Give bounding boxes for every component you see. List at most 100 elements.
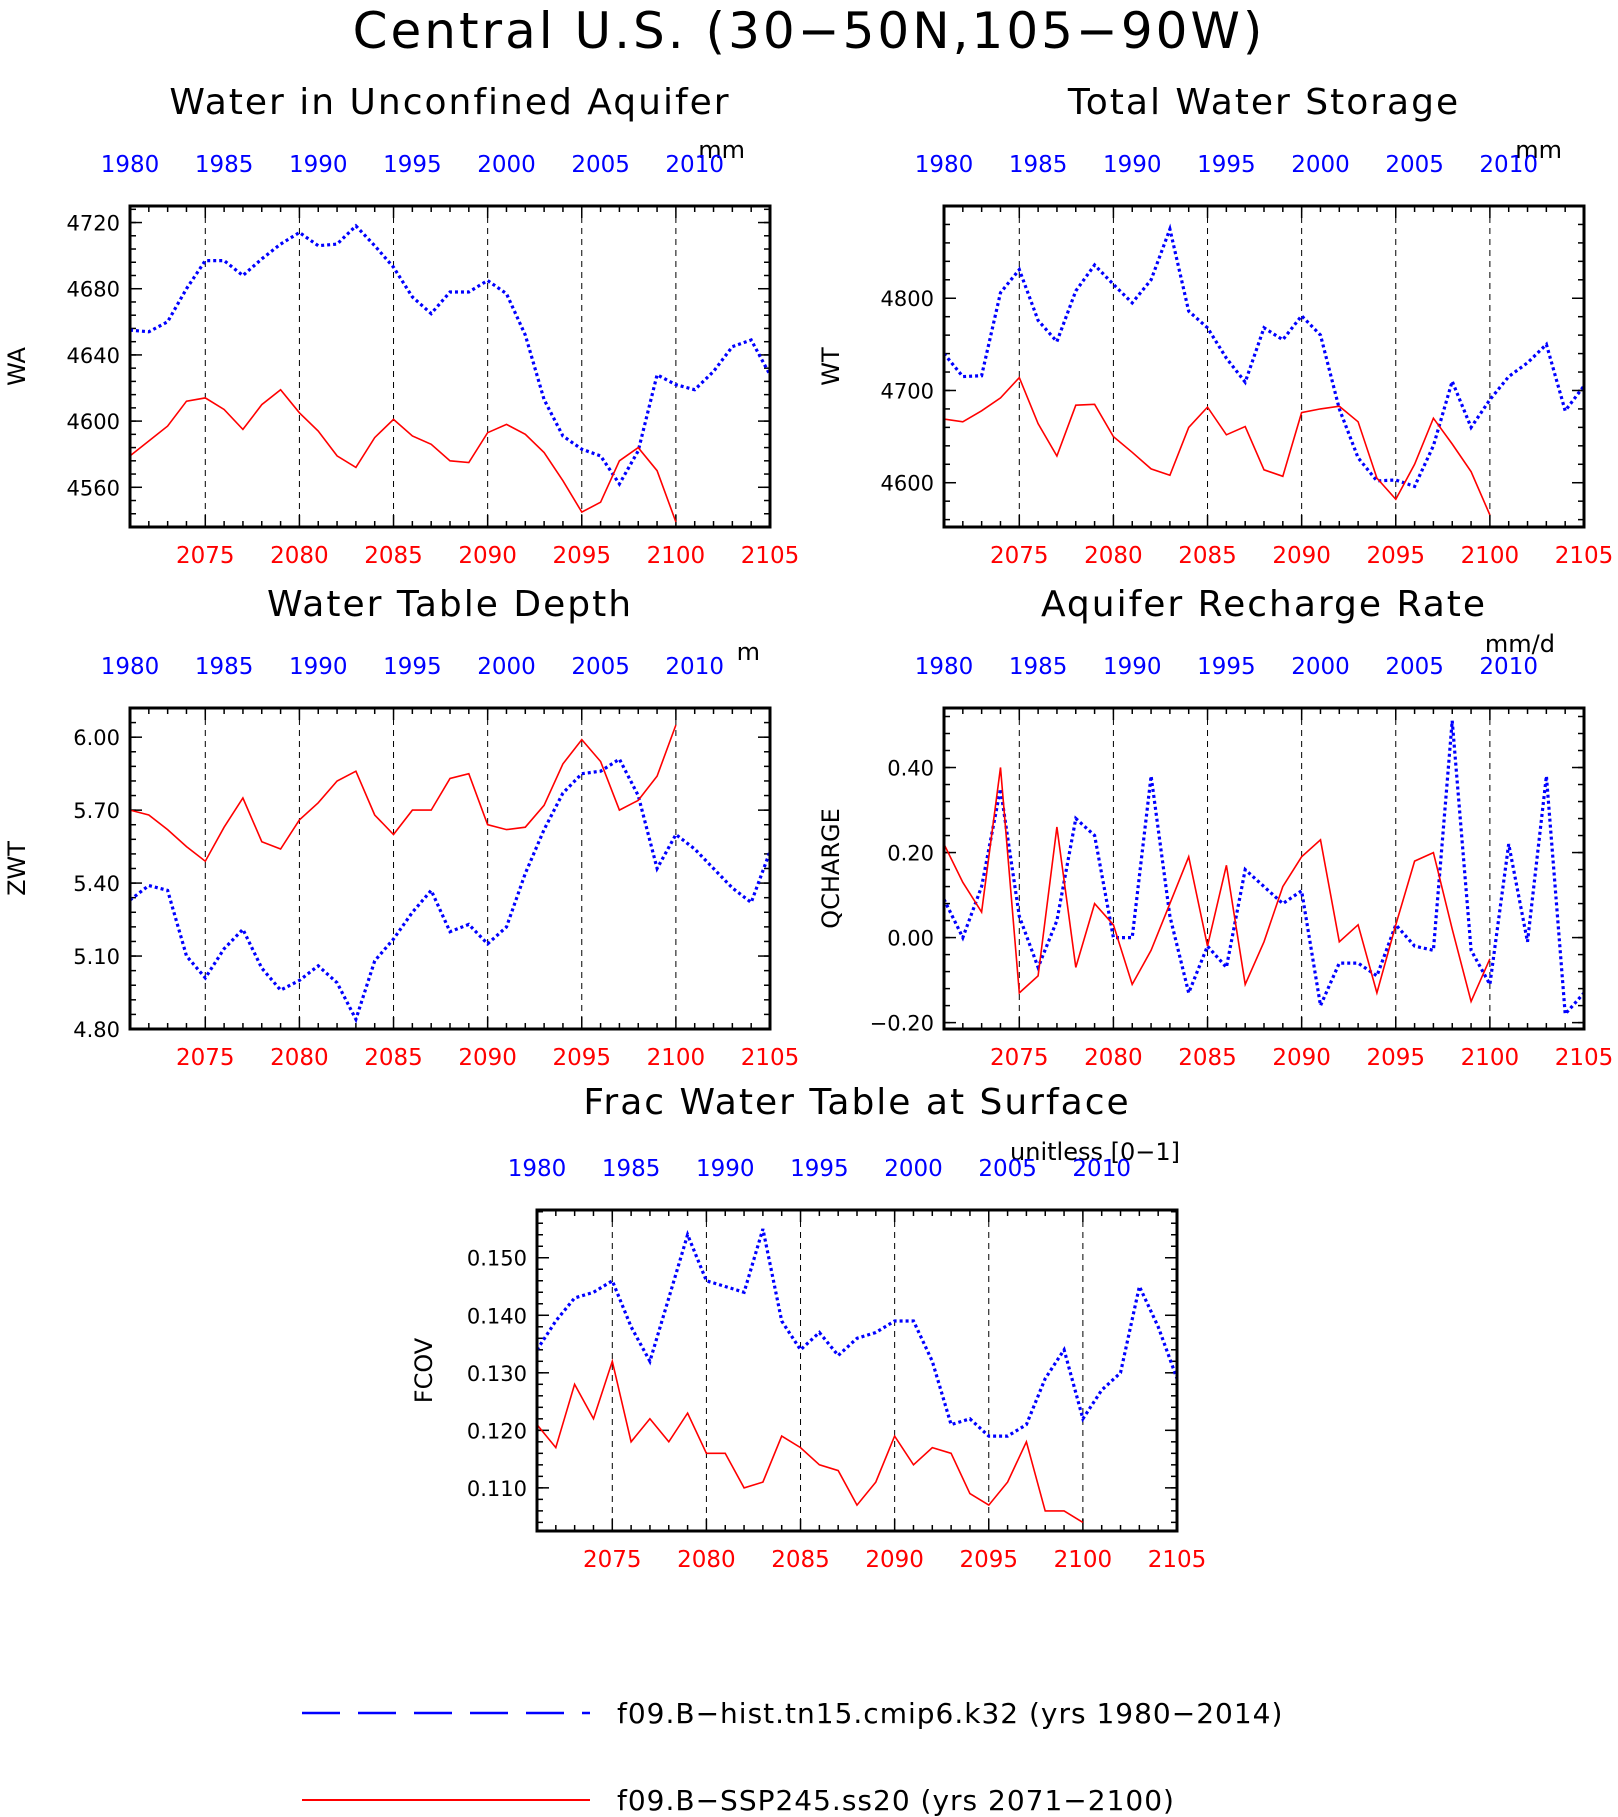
x-tick-label-bottom: 2105 bbox=[741, 1045, 800, 1071]
series-line-hist bbox=[944, 223, 1584, 489]
x-tick-label-bottom: 2100 bbox=[647, 1045, 706, 1071]
panel-units: m bbox=[737, 638, 760, 666]
series-line-ssp bbox=[944, 767, 1491, 1004]
x-tick-label-top: 1980 bbox=[915, 152, 974, 178]
x-tick-label-bottom: 2100 bbox=[1054, 1547, 1113, 1573]
x-tick-label-bottom: 2080 bbox=[270, 543, 329, 569]
x-tick-label-bottom: 2075 bbox=[176, 1045, 235, 1071]
x-tick-label-bottom: 2105 bbox=[1148, 1547, 1207, 1573]
x-tick-label-bottom: 2090 bbox=[458, 543, 517, 569]
x-tick-label-bottom: 2090 bbox=[1272, 1045, 1331, 1071]
x-tick-label-bottom: 2085 bbox=[364, 1045, 423, 1071]
x-tick-label-top: 2000 bbox=[884, 1156, 943, 1182]
panel-title: Water Table Depth bbox=[267, 584, 633, 625]
plot-frame bbox=[535, 1208, 1179, 1533]
x-tick-label-bottom: 2105 bbox=[1555, 543, 1614, 569]
x-tick-label-top: 1980 bbox=[915, 654, 974, 680]
x-tick-label-top: 2000 bbox=[477, 152, 536, 178]
y-axis-label: QCHARGE bbox=[817, 808, 845, 929]
y-axis-label: ZWT bbox=[3, 841, 31, 896]
panel-units: mm/d bbox=[1485, 630, 1555, 658]
x-tick-label-top: 2000 bbox=[1291, 654, 1350, 680]
panel-title: Water in Unconfined Aquifer bbox=[169, 82, 730, 123]
x-tick-label-top: 1990 bbox=[696, 1156, 755, 1182]
x-tick-label-top: 1995 bbox=[383, 152, 442, 178]
x-tick-label-bottom: 2085 bbox=[364, 543, 423, 569]
x-tick-label-top: 1985 bbox=[1009, 152, 1068, 178]
x-tick-label-top: 1995 bbox=[1197, 654, 1256, 680]
x-tick-label-top: 2005 bbox=[571, 152, 630, 178]
x-tick-label-top: 1980 bbox=[508, 1156, 567, 1182]
x-tick-label-top: 1990 bbox=[1103, 152, 1162, 178]
x-tick-label-top: 1990 bbox=[289, 152, 348, 178]
plot-frame bbox=[128, 706, 772, 1031]
plot-frame bbox=[942, 204, 1586, 529]
series-line-ssp bbox=[537, 1358, 1084, 1524]
y-tick-label: 0.00 bbox=[887, 927, 934, 951]
legend-label-2: f09.B−SSP245.ss20 (yrs 2071−2100) bbox=[617, 1784, 1175, 1817]
series-line-hist bbox=[944, 720, 1584, 1018]
plot-frame bbox=[942, 706, 1586, 1031]
x-tick-label-bottom: 2105 bbox=[741, 543, 800, 569]
legend: f09.B−hist.tn15.cmip6.k32 (yrs 1980−2014… bbox=[302, 1697, 1283, 1817]
y-tick-label: 4600 bbox=[67, 410, 120, 434]
x-tick-label-bottom: 2085 bbox=[1178, 1045, 1237, 1071]
chart-panel-5: Frac Water Table at Surface unitless [0−1… bbox=[410, 1082, 1206, 1573]
x-tick-label-top: 2010 bbox=[665, 152, 724, 178]
x-tick-label-bottom: 2105 bbox=[1555, 1045, 1614, 1071]
x-tick-label-top: 1985 bbox=[195, 654, 254, 680]
x-tick-label-bottom: 2080 bbox=[270, 1045, 329, 1071]
x-tick-label-top: 2010 bbox=[665, 654, 724, 680]
x-tick-label-top: 2005 bbox=[1385, 654, 1444, 680]
series-line-ssp bbox=[944, 376, 1491, 516]
x-tick-label-bottom: 2080 bbox=[1084, 543, 1143, 569]
x-tick-label-bottom: 2100 bbox=[647, 543, 706, 569]
panel-units: mm bbox=[1515, 136, 1562, 164]
y-tick-label: 0.110 bbox=[467, 1477, 527, 1501]
y-axis-label: WT bbox=[817, 347, 845, 386]
y-tick-label: 4700 bbox=[881, 379, 934, 403]
x-tick-label-top: 1985 bbox=[1009, 654, 1068, 680]
series-line-ssp bbox=[130, 388, 677, 523]
y-axis-label: WA bbox=[3, 347, 31, 386]
legend-label-1: f09.B−hist.tn15.cmip6.k32 (yrs 1980−2014… bbox=[617, 1697, 1283, 1730]
plot-frame bbox=[128, 204, 772, 529]
y-tick-label: 0.130 bbox=[467, 1362, 527, 1386]
y-tick-label: 0.120 bbox=[467, 1419, 527, 1443]
x-tick-label-top: 1985 bbox=[602, 1156, 661, 1182]
y-tick-label: 4560 bbox=[67, 476, 120, 500]
x-tick-label-bottom: 2095 bbox=[552, 1045, 611, 1071]
x-tick-label-bottom: 2095 bbox=[552, 543, 611, 569]
x-tick-label-bottom: 2075 bbox=[583, 1547, 642, 1573]
x-tick-label-top: 1990 bbox=[289, 654, 348, 680]
x-tick-label-top: 2005 bbox=[571, 654, 630, 680]
main-title: Central U.S. (30−50N,105−90W) bbox=[352, 2, 1266, 60]
x-tick-label-top: 1995 bbox=[1197, 152, 1256, 178]
panel-units: mm bbox=[698, 136, 745, 164]
y-tick-label: 4600 bbox=[881, 472, 934, 496]
x-tick-label-top: 1980 bbox=[101, 654, 160, 680]
x-tick-label-top: 1995 bbox=[790, 1156, 849, 1182]
chart-panel-3: Water Table Depth m ZWT 2075 2080 2085 2090 209… bbox=[3, 584, 799, 1071]
series-line-hist bbox=[537, 1228, 1177, 1438]
x-tick-label-top: 2010 bbox=[1479, 152, 1538, 178]
y-tick-label: 5.10 bbox=[73, 945, 120, 969]
x-tick-label-bottom: 2080 bbox=[677, 1547, 736, 1573]
panel-title: Total Water Storage bbox=[1067, 82, 1460, 123]
y-tick-label: 0.40 bbox=[887, 757, 934, 781]
y-axis-label: FCOV bbox=[410, 1337, 438, 1403]
x-tick-label-top: 1990 bbox=[1103, 654, 1162, 680]
x-tick-label-top: 1980 bbox=[101, 152, 160, 178]
x-tick-label-bottom: 2095 bbox=[1366, 1045, 1425, 1071]
x-tick-label-bottom: 2075 bbox=[176, 543, 235, 569]
y-tick-label: 4680 bbox=[67, 278, 120, 302]
x-tick-label-top: 2000 bbox=[477, 654, 536, 680]
y-tick-label: 5.70 bbox=[73, 799, 120, 823]
x-tick-label-bottom: 2095 bbox=[959, 1547, 1018, 1573]
x-tick-label-top: 2005 bbox=[978, 1156, 1037, 1182]
chart-panel-2: Total Water Storage mm WT 2075 2080 2085 2090 2… bbox=[817, 82, 1613, 569]
x-tick-label-top: 1985 bbox=[195, 152, 254, 178]
x-tick-label-top: 1995 bbox=[383, 654, 442, 680]
x-tick-label-top: 2010 bbox=[1479, 654, 1538, 680]
